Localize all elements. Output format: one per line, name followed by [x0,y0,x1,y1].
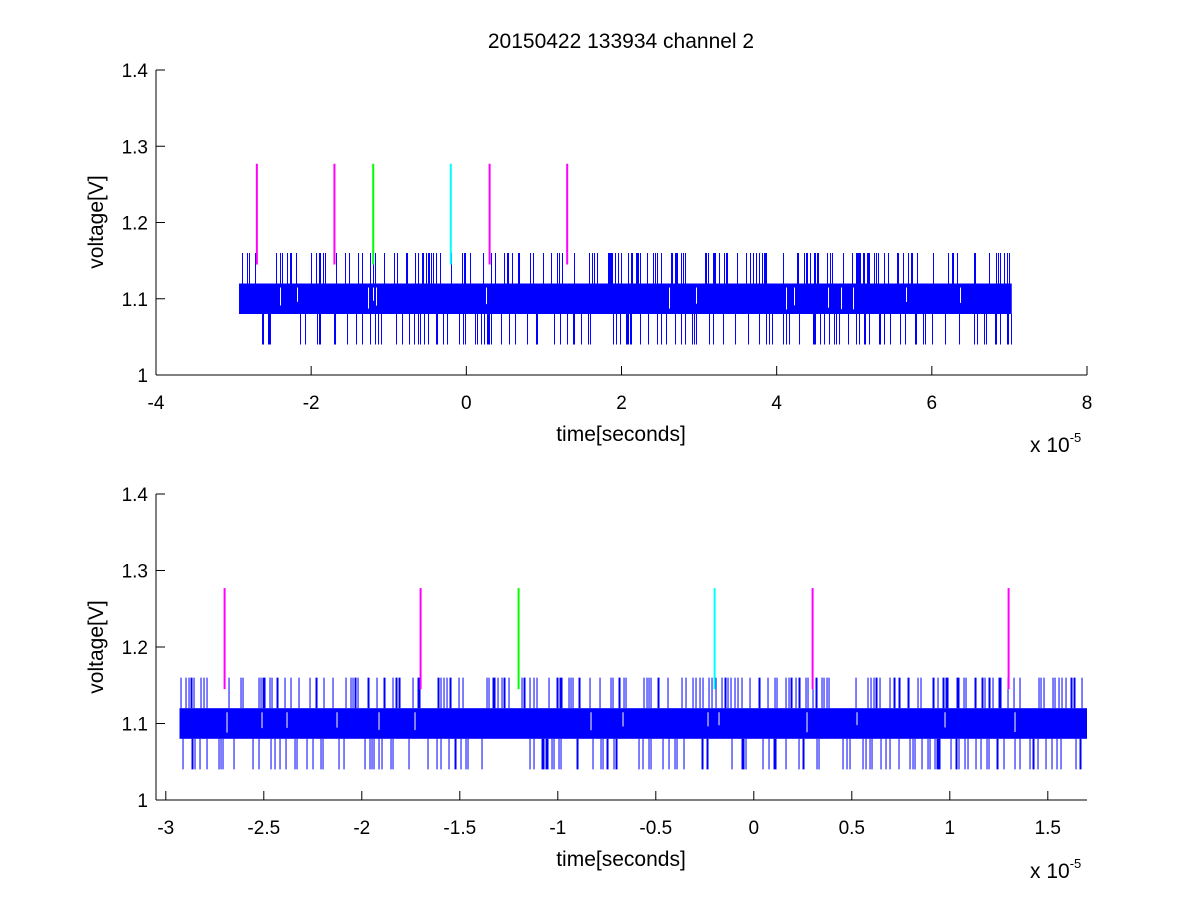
chart-title: 20150422 133934 channel 2 [488,30,754,53]
x-tick-label: 1.5 [1035,818,1061,839]
y-tick-label: 1.1 [122,290,148,311]
x-tick-label: -1.5 [443,818,476,839]
signal-spikes [242,253,1013,345]
signal-spikes [180,677,1083,770]
signal-gaps [280,287,962,310]
x-tick-label: -2 [303,393,320,414]
x-tick-label: 8 [1082,393,1093,414]
y-tick-label: 1.4 [122,485,149,506]
x-tick-label: 4 [771,393,782,414]
x-tick-label: 6 [927,393,938,414]
top-signal-series [239,253,1013,345]
x-tick-label: -4 [148,393,165,414]
y-tick-label: 1 [137,791,148,812]
x-tick-label: -0.5 [639,818,672,839]
top-axes-ticks: -4 -2 0 2 4 6 8 1 1.1 1.2 1.3 1.4 [122,61,1093,414]
top-y-axis-label: voltage[V] [85,175,108,268]
bottom-axes-ticks: -3 -2.5 -2 -1.5 -1 -0.5 0 0.5 1 1.5 1 1.1 1.2 1.3 1.4 [122,485,1061,839]
y-tick-label: 1.4 [122,61,149,82]
signal-band [239,283,1012,314]
top-x-axis-label: time[seconds] [556,423,686,446]
x-tick-label: -1 [549,818,566,839]
top-axes-frame [155,70,1087,376]
x-tick-label: 0 [749,818,760,839]
x-tick-label: 0.5 [839,818,865,839]
bottom-subplot: -3 -2.5 -2 -1.5 -1 -0.5 0 0.5 1 1.511.11.21.31.4 … [85,485,1087,883]
y-tick-label: 1.3 [122,137,148,158]
y-tick-label: 1 [137,366,148,387]
y-tick-label: 1.2 [122,214,148,235]
bottom-signal-series [179,677,1087,770]
signal-band [179,708,1087,739]
top-event-markers [255,163,569,265]
top-x-multiplier: x 10-5 [1030,430,1081,457]
bottom-axes-frame [155,494,1087,801]
y-tick-label: 1.1 [122,715,148,736]
x-tick-label: 1 [945,818,956,839]
top-subplot: 20150422 133934 channel 2 -4 -2 0 2 4 6 8 1 1.1 1… [85,30,1092,457]
bottom-event-markers [223,588,1010,690]
x-tick-label: -2.5 [247,818,280,839]
x-tick-label: 0 [461,393,472,414]
x-tick-label: 2 [616,393,627,414]
x-tick-label: -2 [353,818,370,839]
bottom-x-multiplier: x 10-5 [1030,856,1081,883]
signal-gaps [226,712,1016,733]
bottom-x-axis-label: time[seconds] [556,848,686,871]
bottom-y-axis-label: voltage[V] [85,600,108,693]
y-tick-label: 1.3 [122,562,148,583]
x-tick-label: -3 [157,818,174,839]
y-tick-label: 1.2 [122,638,148,659]
